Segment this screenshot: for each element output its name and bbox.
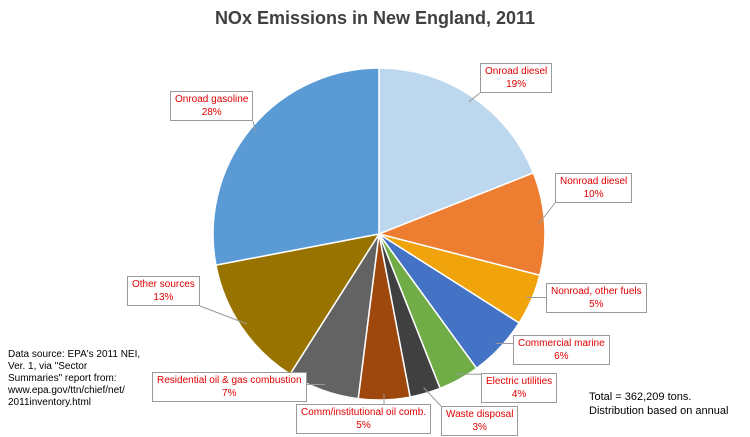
slice-label: Electric utilities bbox=[486, 376, 553, 387]
slice-value-label: 4% bbox=[511, 389, 527, 400]
pie-slice bbox=[376, 171, 546, 277]
slice-value-label: 19% bbox=[506, 79, 527, 90]
slice-label: Residential oil & gas combustion bbox=[157, 375, 302, 386]
slice-callout: Residential oil & gas combustion 7% bbox=[152, 372, 307, 402]
slice-value-label: 5% bbox=[356, 420, 371, 431]
slice-callout: Onroad diesel 19% bbox=[480, 63, 553, 93]
distribution-line: Distribution based on annual bbox=[589, 405, 729, 417]
pie-slice bbox=[212, 67, 380, 266]
total-note: Total = 362,209 tons. Distribution based… bbox=[589, 390, 728, 418]
slice-value-label: 13% bbox=[153, 292, 174, 303]
slice-label: Commercial marine bbox=[518, 338, 605, 349]
callout-leader-line bbox=[252, 120, 257, 133]
slice-callout: Nonroad, other fuels 5% bbox=[546, 283, 647, 313]
slice-callout: Commercial marine 6% bbox=[513, 335, 610, 365]
pie-slice bbox=[378, 67, 535, 236]
slice-value-label: 10% bbox=[583, 189, 604, 200]
slice-label: Comm/institutional oil comb. bbox=[301, 407, 427, 418]
total-line: Total = 362,209 tons. bbox=[589, 391, 692, 403]
slice-label: Nonroad, other fuels bbox=[551, 286, 642, 297]
slice-value-label: 5% bbox=[589, 299, 604, 310]
slice-value-label: 3% bbox=[472, 422, 487, 433]
slice-callout: Waste disposal 3% bbox=[441, 406, 519, 436]
slice-label: Nonroad diesel bbox=[560, 176, 628, 187]
slice-callout: Comm/institutional oil comb. 5% bbox=[296, 404, 432, 434]
slice-callout: Other sources 13% bbox=[127, 276, 200, 306]
slice-label: Onroad gasoline bbox=[175, 94, 249, 105]
slice-value-label: 28% bbox=[201, 107, 222, 118]
data-source-note: Data source: EPA's 2011 NEI, Ver. 1, via… bbox=[8, 349, 141, 408]
chart-title: NOx Emissions in New England, 2011 bbox=[214, 8, 536, 28]
slice-value-label: 7% bbox=[222, 388, 237, 399]
pie-slice bbox=[215, 232, 381, 376]
slice-label: Other sources bbox=[132, 279, 195, 290]
slice-label: Onroad diesel bbox=[485, 66, 548, 77]
callout-leader-line bbox=[199, 305, 247, 325]
slice-callout: Nonroad diesel 10% bbox=[555, 173, 633, 203]
slice-value-label: 6% bbox=[554, 351, 569, 362]
slice-callout: Onroad gasoline 28% bbox=[170, 91, 254, 121]
callout-leader-line bbox=[538, 202, 556, 225]
callout-leader-line bbox=[468, 92, 481, 103]
slice-label: Waste disposal bbox=[446, 409, 514, 420]
slice-callout: Electric utilities 4% bbox=[481, 373, 558, 403]
callout-leader-line bbox=[423, 387, 442, 407]
